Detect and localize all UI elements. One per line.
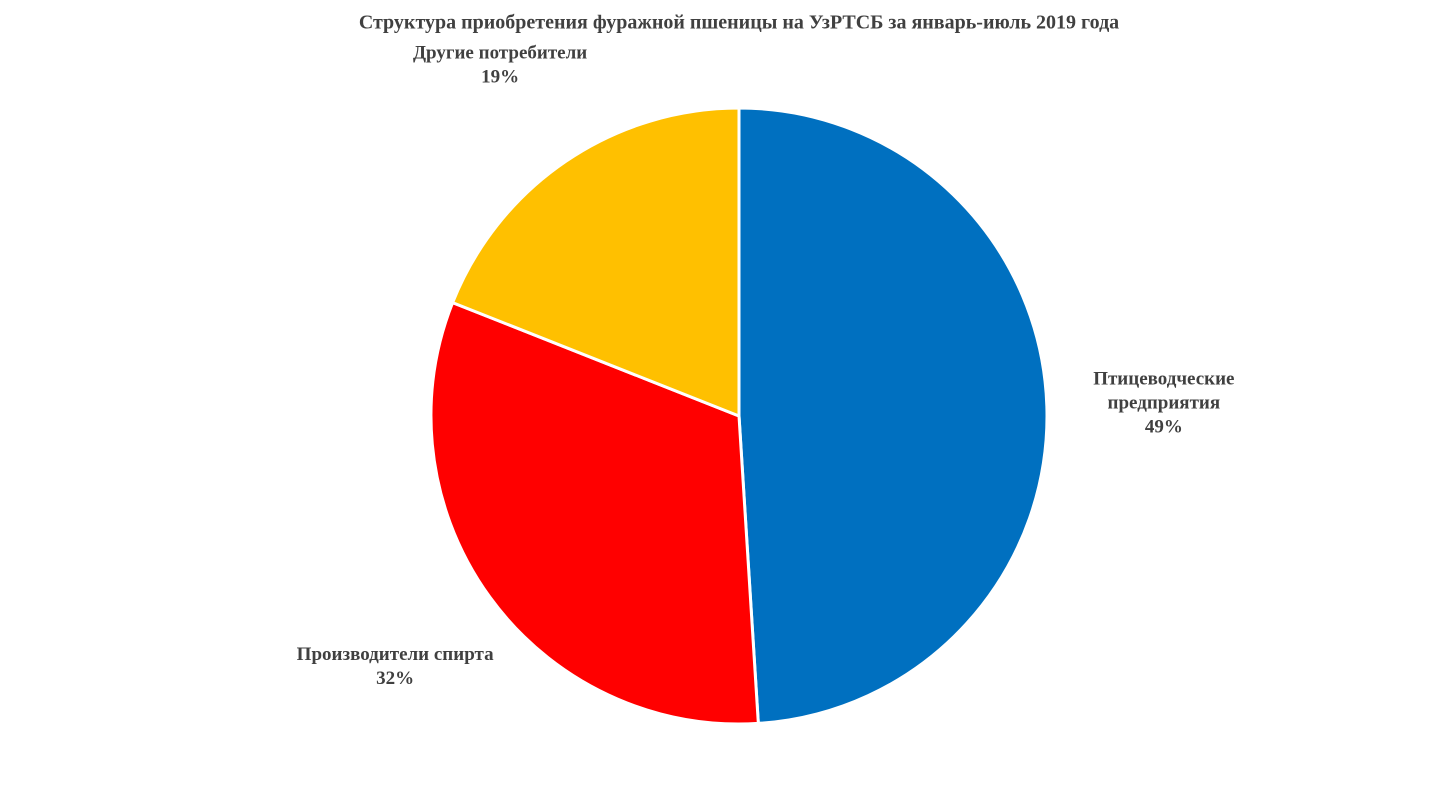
chart-title: Структура приобретения фуражной пшеницы … bbox=[359, 12, 1119, 34]
category-label: Производители спирта bbox=[297, 644, 494, 665]
value-label: 32% bbox=[376, 668, 414, 689]
value-label: 19% bbox=[481, 66, 519, 87]
category-label: Другие потребители bbox=[413, 42, 587, 63]
pie-slice bbox=[429, 300, 760, 726]
value-label: 49% bbox=[1145, 417, 1183, 438]
category-label: Птицеводческие предприятия bbox=[1093, 369, 1234, 414]
data-label: Птицеводческие предприятия 49% bbox=[1093, 369, 1234, 438]
data-label: Производители спирта 32% bbox=[297, 644, 494, 689]
pie-slice bbox=[450, 106, 741, 419]
data-label: Другие потребители 19% bbox=[413, 42, 587, 87]
pie-slice bbox=[737, 106, 1049, 725]
